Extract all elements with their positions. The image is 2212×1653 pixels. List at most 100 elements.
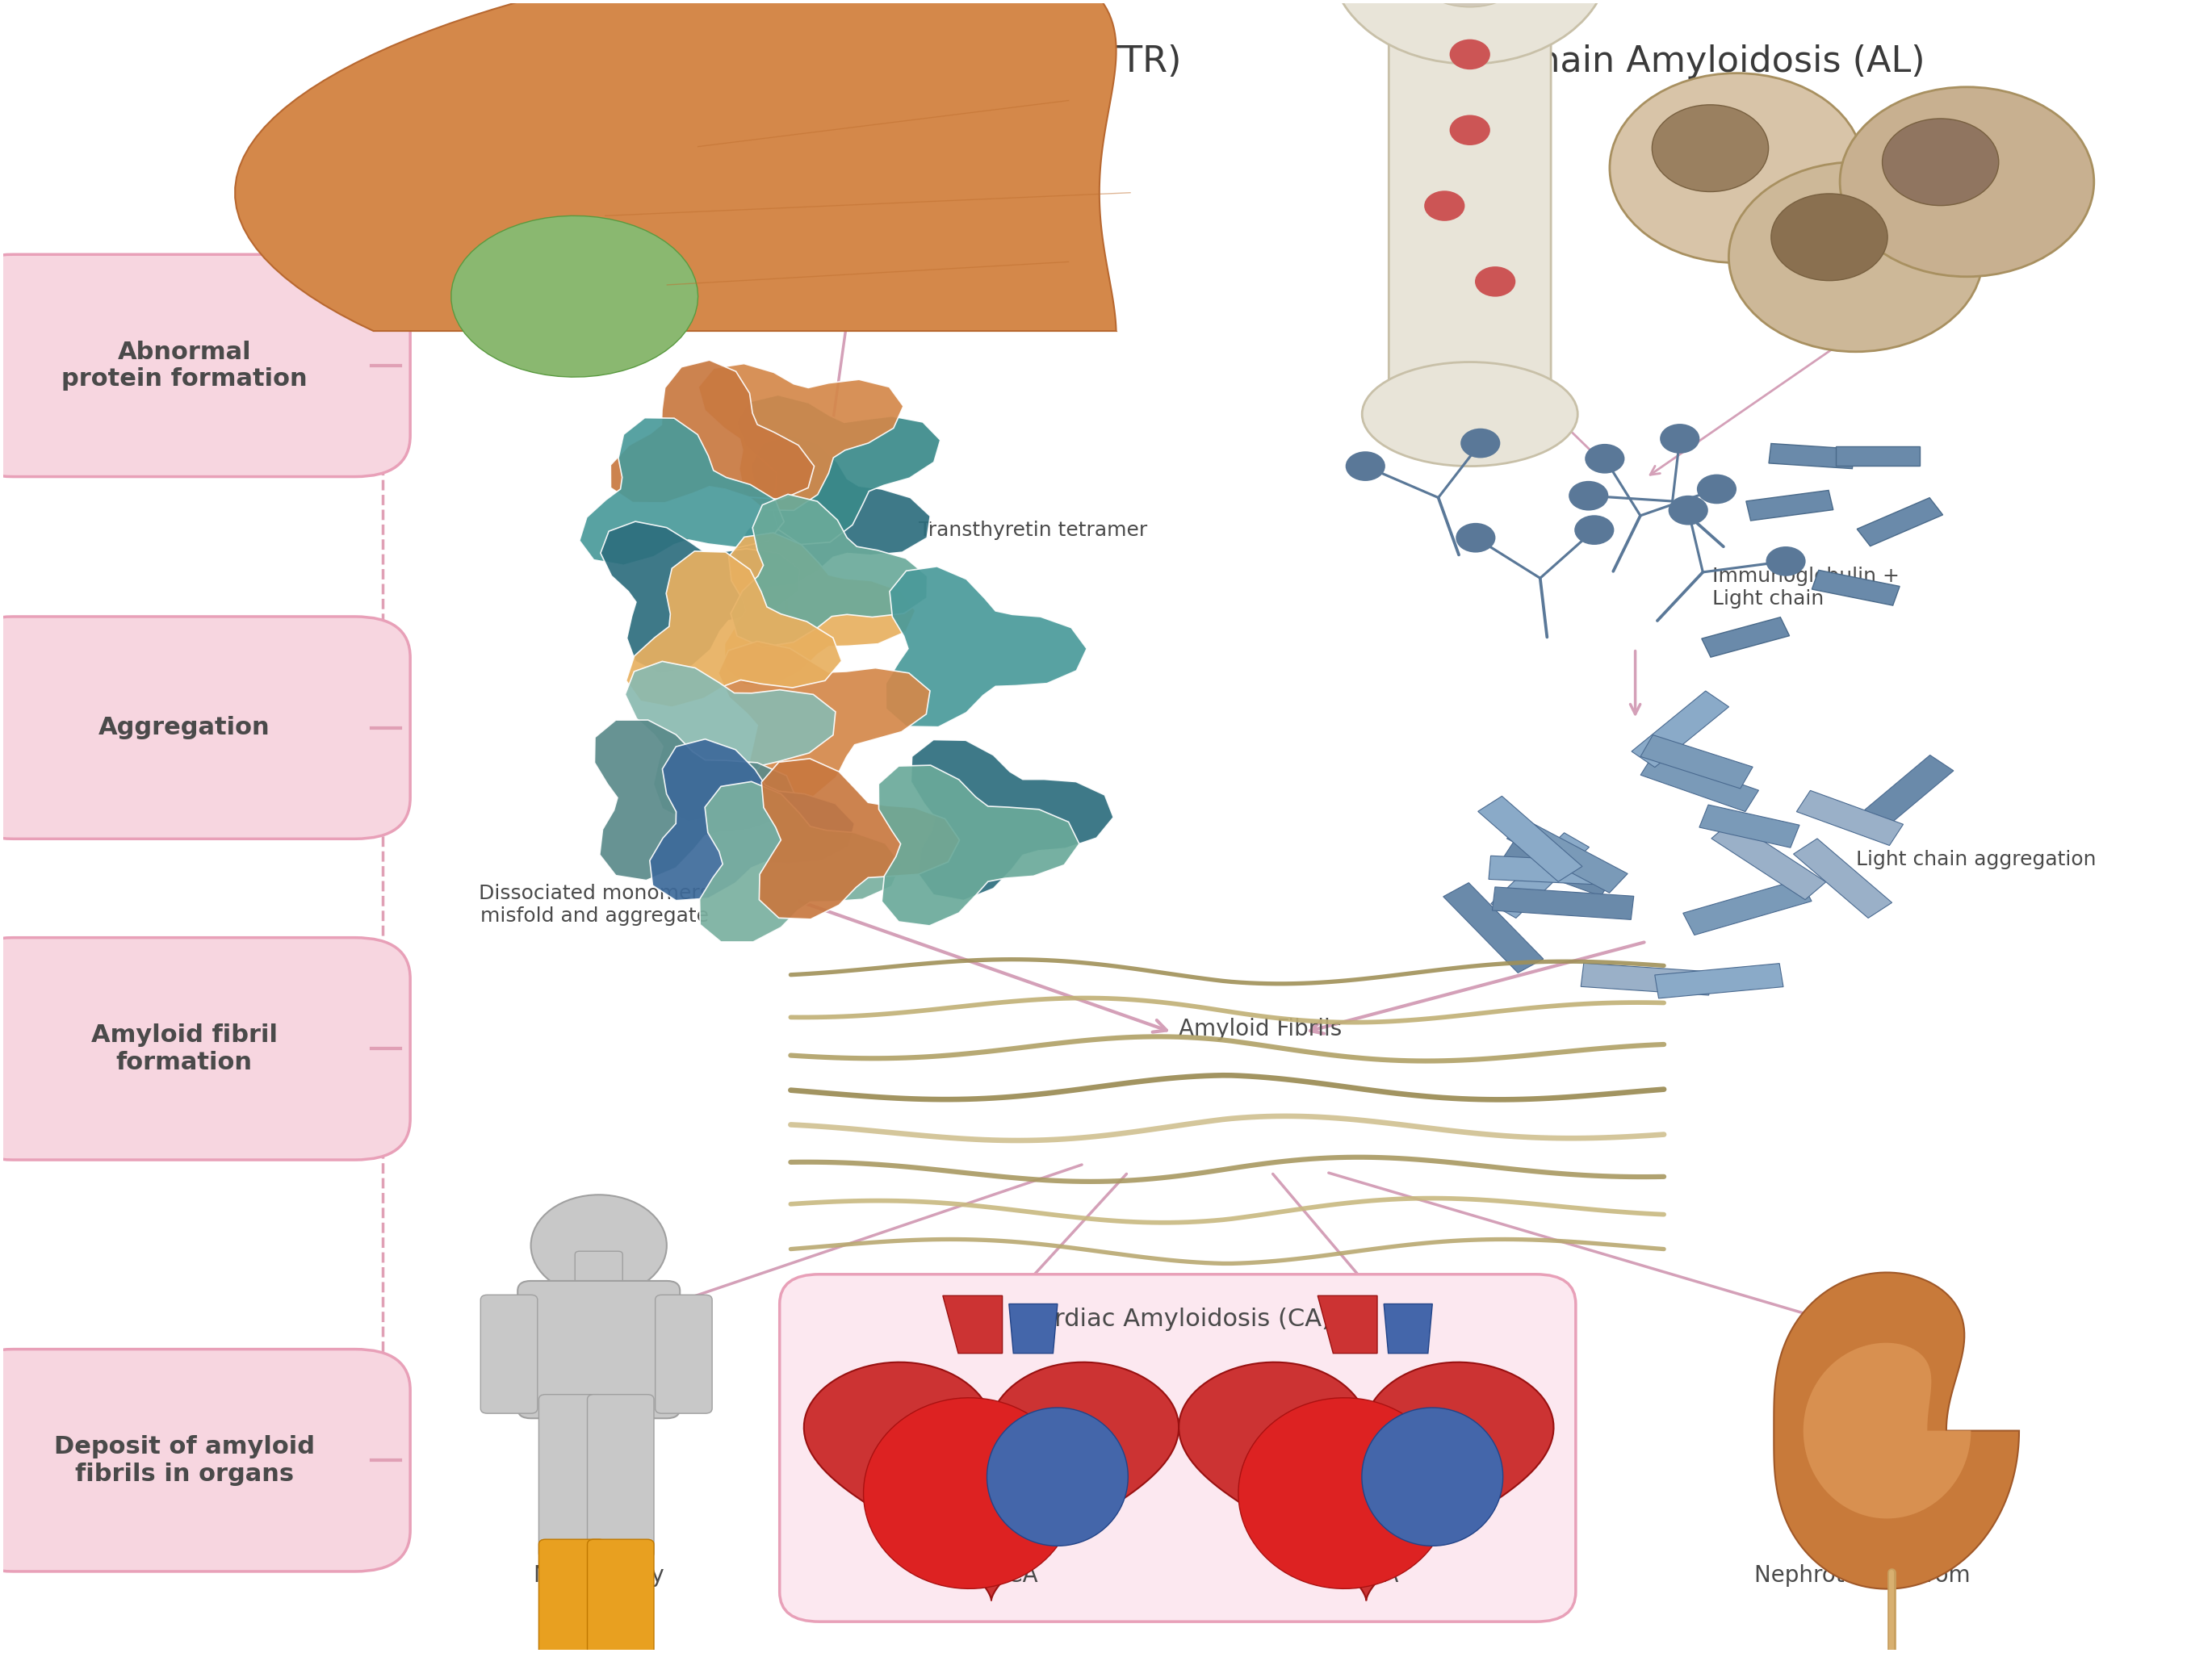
Text: Aggregation: Aggregation	[97, 716, 270, 739]
Polygon shape	[1502, 840, 1615, 896]
Polygon shape	[803, 1362, 1179, 1600]
Polygon shape	[1683, 879, 1812, 936]
Polygon shape	[1582, 964, 1712, 995]
Polygon shape	[1478, 797, 1582, 881]
Polygon shape	[234, 0, 1117, 331]
Polygon shape	[1774, 1273, 2020, 1589]
Polygon shape	[987, 1408, 1128, 1546]
Polygon shape	[734, 435, 931, 588]
Polygon shape	[626, 550, 841, 707]
Polygon shape	[1179, 1362, 1553, 1600]
Circle shape	[1345, 451, 1385, 481]
Polygon shape	[599, 521, 801, 674]
Circle shape	[1449, 40, 1491, 69]
Circle shape	[1407, 0, 1533, 7]
FancyBboxPatch shape	[0, 937, 409, 1160]
Text: Abnormal
protein formation: Abnormal protein formation	[62, 341, 307, 390]
FancyBboxPatch shape	[0, 255, 409, 476]
Polygon shape	[580, 418, 783, 565]
Text: Light Chain Amyloidosis (AL): Light Chain Amyloidosis (AL)	[1411, 45, 1924, 79]
Circle shape	[1575, 516, 1615, 545]
Text: Plasma cell: Plasma cell	[1798, 324, 1913, 344]
Circle shape	[1568, 481, 1608, 511]
Polygon shape	[1009, 1304, 1057, 1354]
Text: Transthyretin tetramer: Transthyretin tetramer	[918, 521, 1148, 541]
Polygon shape	[885, 567, 1086, 727]
Polygon shape	[942, 1296, 1002, 1354]
Circle shape	[1772, 193, 1887, 281]
FancyBboxPatch shape	[588, 1539, 655, 1653]
Polygon shape	[1385, 1304, 1433, 1354]
Circle shape	[1697, 474, 1736, 504]
Text: Amyloid Fibrils: Amyloid Fibrils	[1179, 1018, 1343, 1040]
Text: Cardiac Amyloidosis (CA): Cardiac Amyloidosis (CA)	[1022, 1308, 1332, 1331]
Polygon shape	[1858, 755, 1953, 831]
Text: Light chain aggregation: Light chain aggregation	[1856, 850, 2097, 869]
Polygon shape	[878, 765, 1079, 926]
Polygon shape	[1812, 570, 1900, 605]
Polygon shape	[1699, 805, 1801, 848]
Ellipse shape	[1363, 362, 1577, 466]
Circle shape	[1455, 522, 1495, 552]
Polygon shape	[1745, 491, 1834, 521]
Polygon shape	[719, 641, 929, 802]
Text: Transthyretin Amyloidosis (ATTR): Transthyretin Amyloidosis (ATTR)	[588, 45, 1181, 79]
Polygon shape	[1794, 838, 1891, 917]
Polygon shape	[737, 395, 940, 544]
Polygon shape	[451, 217, 699, 377]
FancyBboxPatch shape	[518, 1281, 679, 1418]
Polygon shape	[1318, 1296, 1378, 1354]
Polygon shape	[1803, 1342, 1971, 1519]
Polygon shape	[911, 741, 1113, 901]
Polygon shape	[1701, 617, 1790, 658]
Polygon shape	[1493, 888, 1635, 919]
Text: Dissociated monomers
misfold and aggregate: Dissociated monomers misfold and aggrega…	[478, 884, 710, 926]
Circle shape	[1668, 496, 1708, 526]
Circle shape	[531, 1195, 666, 1296]
Circle shape	[1840, 88, 2095, 276]
Polygon shape	[1363, 1408, 1502, 1546]
FancyBboxPatch shape	[480, 1294, 538, 1413]
Polygon shape	[1836, 446, 1920, 466]
Circle shape	[1425, 190, 1464, 222]
FancyBboxPatch shape	[588, 1395, 655, 1559]
Polygon shape	[730, 494, 927, 648]
FancyBboxPatch shape	[540, 1539, 606, 1653]
Text: Nephrotic Syndrom: Nephrotic Syndrom	[1754, 1564, 1971, 1587]
FancyBboxPatch shape	[575, 1251, 622, 1303]
Circle shape	[1652, 104, 1767, 192]
Circle shape	[1475, 266, 1515, 298]
Polygon shape	[726, 532, 916, 684]
Polygon shape	[1489, 856, 1595, 884]
Circle shape	[1610, 73, 1865, 263]
Circle shape	[1329, 0, 1610, 64]
FancyBboxPatch shape	[0, 617, 409, 838]
Text: Liver: Liver	[936, 299, 991, 322]
FancyBboxPatch shape	[540, 1395, 606, 1559]
Text: Deposit of amyloid
fibrils in organs: Deposit of amyloid fibrils in organs	[53, 1435, 314, 1486]
Circle shape	[1765, 547, 1805, 575]
FancyBboxPatch shape	[655, 1294, 712, 1413]
FancyBboxPatch shape	[779, 1274, 1575, 1622]
FancyBboxPatch shape	[1389, 0, 1551, 426]
Text: Amyloid fibril
formation: Amyloid fibril formation	[91, 1023, 276, 1074]
Circle shape	[1449, 116, 1491, 145]
Polygon shape	[1632, 691, 1730, 767]
Text: ATTR-CA: ATTR-CA	[945, 1564, 1037, 1587]
Polygon shape	[1796, 790, 1902, 845]
Text: Bone marrow: Bone marrow	[1402, 324, 1537, 344]
Circle shape	[1460, 428, 1500, 458]
Text: AL-CA: AL-CA	[1334, 1564, 1400, 1587]
Polygon shape	[1641, 736, 1752, 788]
Polygon shape	[595, 721, 796, 881]
Polygon shape	[611, 360, 814, 503]
Polygon shape	[1506, 820, 1628, 893]
Polygon shape	[759, 759, 960, 919]
Polygon shape	[1655, 964, 1783, 998]
Polygon shape	[1491, 833, 1588, 917]
Polygon shape	[1442, 883, 1544, 974]
Polygon shape	[1641, 754, 1759, 812]
Circle shape	[1659, 423, 1699, 453]
Polygon shape	[863, 1398, 1075, 1589]
Text: Immunoglobulin +
Light chain: Immunoglobulin + Light chain	[1712, 567, 1900, 608]
